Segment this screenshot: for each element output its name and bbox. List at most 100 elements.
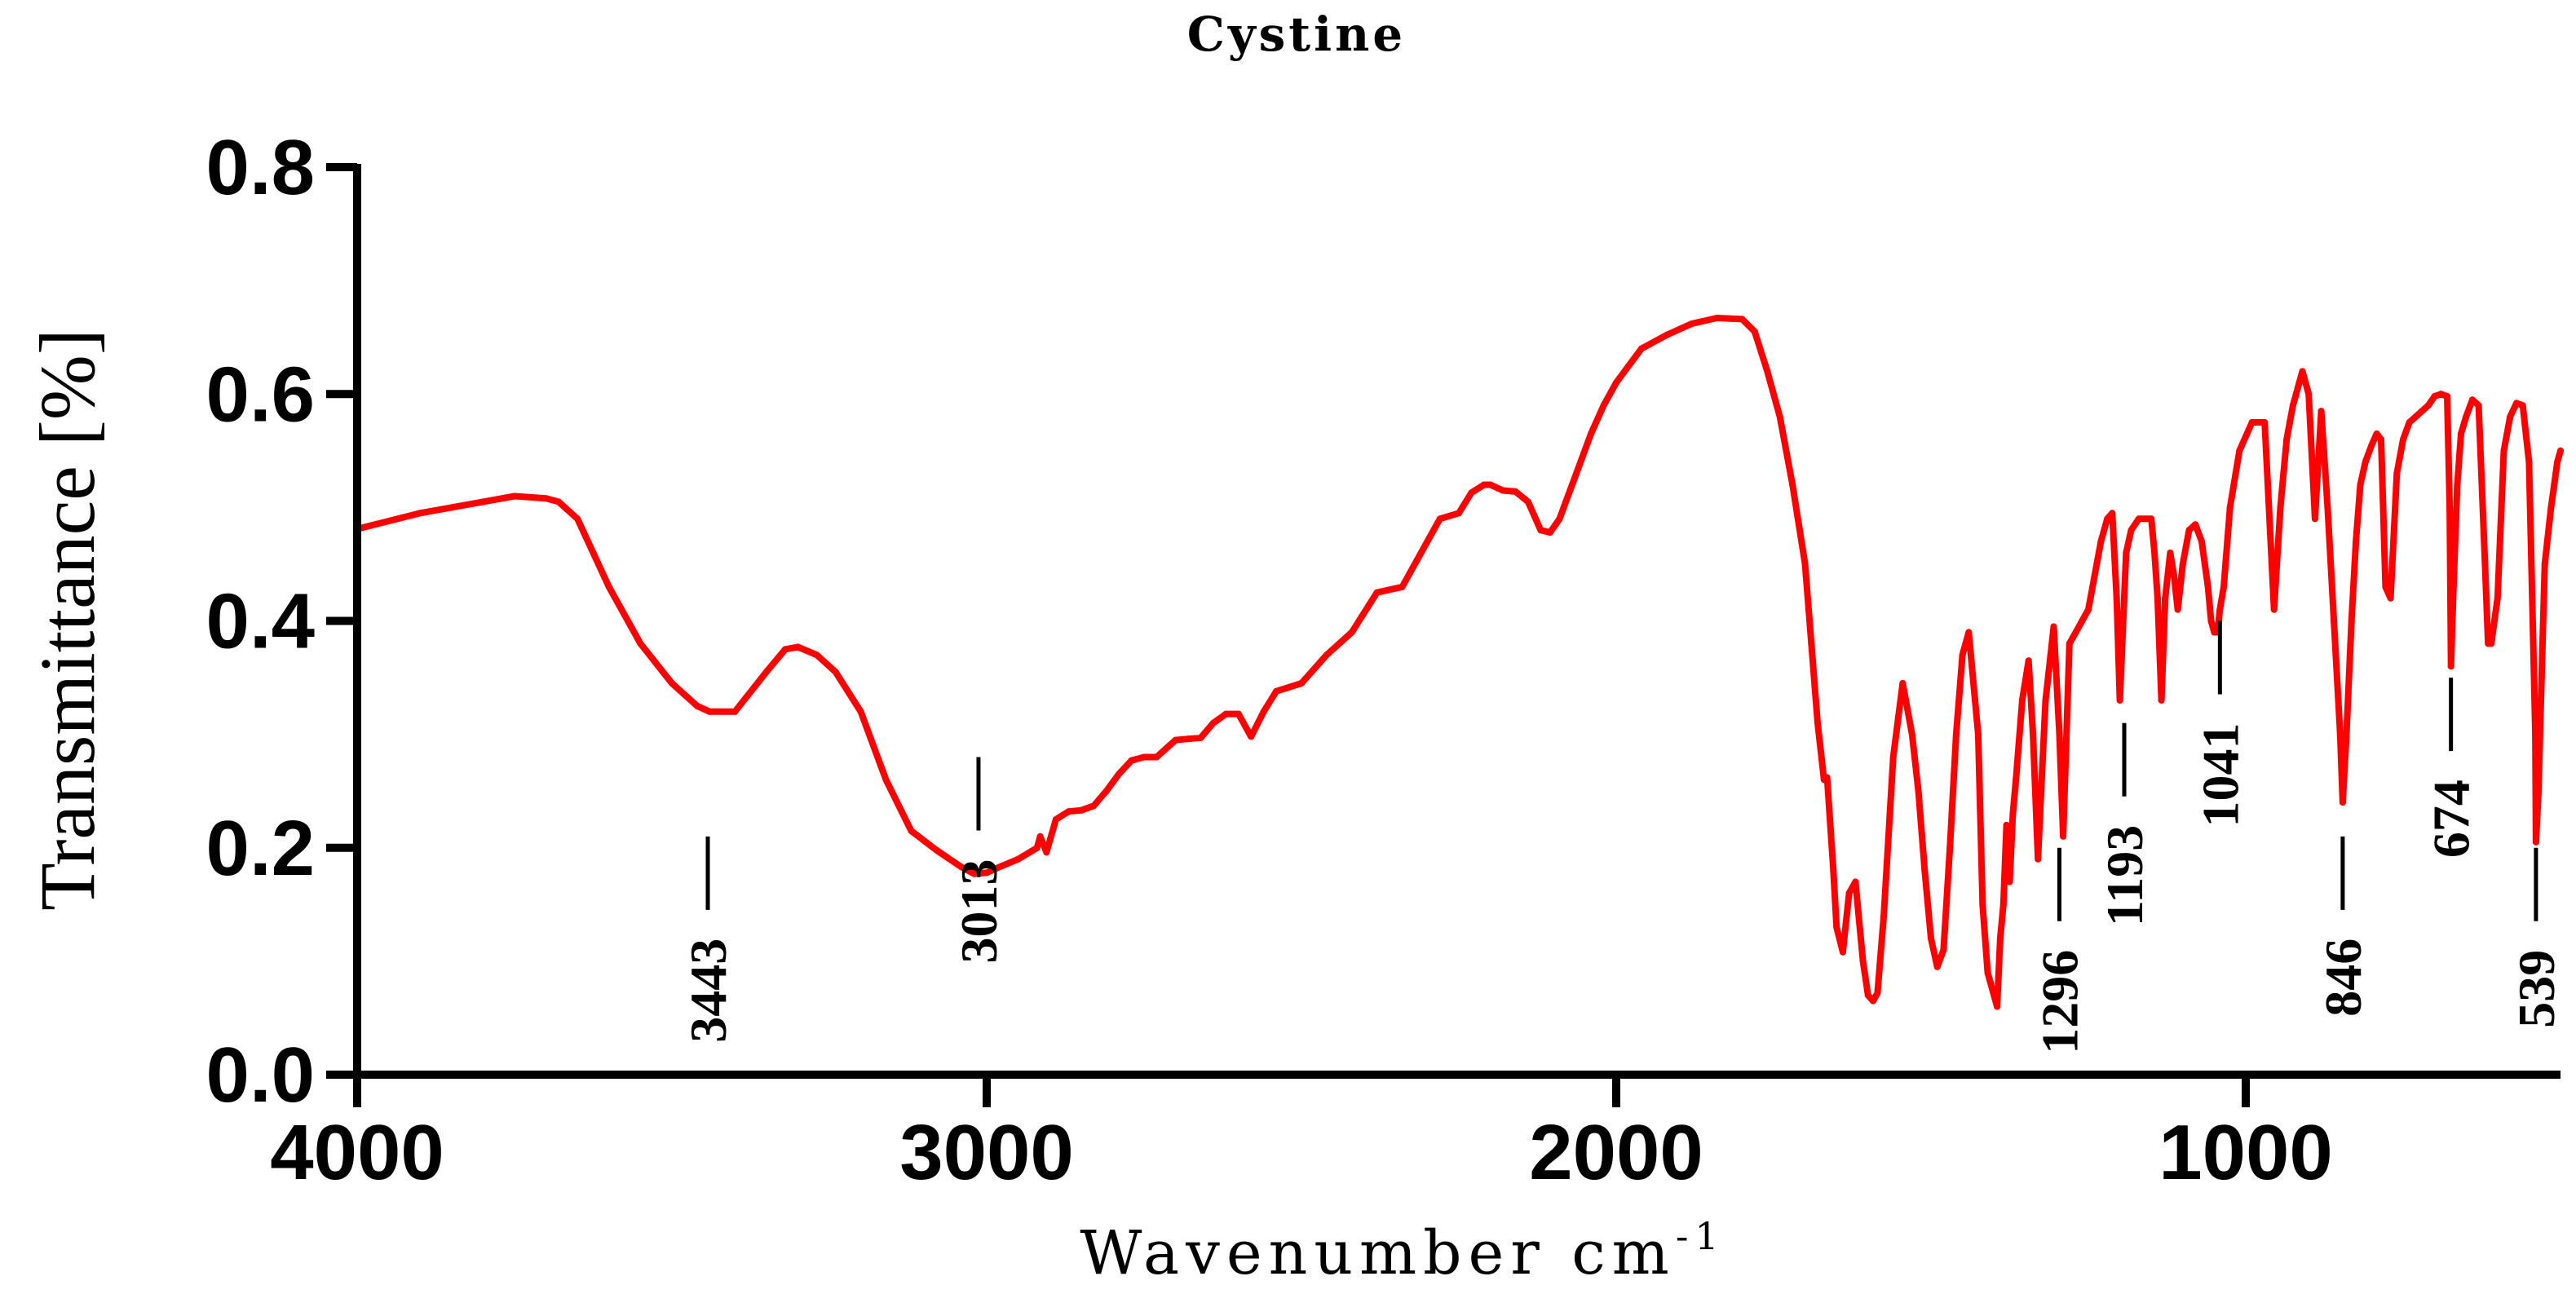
spectrum-point: [2362, 458, 2369, 466]
spectrum-point: [2454, 481, 2461, 488]
spectrum-point: [2299, 368, 2306, 375]
spectrum-point: [2447, 663, 2454, 670]
spectrum-point: [2179, 560, 2186, 568]
peak-label: 1296: [2031, 950, 2089, 1054]
spectrum-point: [2353, 538, 2360, 545]
spectrum-point: [2042, 696, 2049, 704]
spectrum-point: [2207, 617, 2215, 625]
spectrum-point: [2135, 515, 2142, 523]
spectrum-point: [2541, 560, 2548, 568]
spectrum-point: [1996, 935, 2004, 942]
spectrum-point: [2280, 470, 2287, 477]
spectrum-point: [2060, 832, 2067, 840]
spectrum-point: [2494, 594, 2501, 602]
spectrum-point: [2013, 776, 2020, 784]
spectrum-point: [2478, 481, 2485, 488]
spectrum-point: [555, 498, 562, 506]
spectrum-point: [2261, 419, 2269, 426]
spectrum-point: [1260, 708, 1267, 715]
axes: 0.0 0.2 0.4 0.6 0.8 4000 3000 2000 1000: [206, 124, 2561, 1196]
y-tick-label: 0.6: [206, 351, 315, 438]
spectrum-point: [2475, 402, 2482, 409]
spectrum-point: [511, 492, 518, 500]
spectrum-point: [2437, 391, 2445, 398]
x-tick-label: 1000: [2158, 1109, 2333, 1196]
spectrum-point: [2532, 838, 2539, 846]
spectrum-point: [2387, 594, 2394, 602]
spectrum-point: [2277, 504, 2284, 511]
spectrum-point: [2056, 731, 2063, 738]
spectrum-point: [2006, 878, 2013, 885]
spectrum-point: [2373, 430, 2380, 437]
spectrum-point: [1839, 948, 1846, 956]
spectrum-point: [1077, 806, 1085, 814]
spectrum-point: [1739, 316, 1746, 323]
spectrum-point: [417, 510, 424, 517]
spectrum-point: [1776, 413, 1783, 421]
spectrum-point: [2431, 393, 2438, 400]
spectrum-point: [1974, 731, 1982, 738]
spectrum-point: [958, 863, 965, 871]
spectrum-point: [2547, 504, 2555, 511]
spectrum-point: [2192, 521, 2199, 528]
spectrum-point: [1537, 527, 1544, 534]
spectrum-point: [574, 515, 581, 523]
spectrum-point: [996, 863, 1003, 871]
y-tick-label: 0.8: [206, 124, 315, 211]
spectrum-point: [1789, 481, 1796, 488]
spectrum-point: [908, 827, 915, 834]
spectrum-point: [782, 646, 789, 653]
spectrum-point: [1348, 629, 1355, 636]
spectrum-point: [2406, 419, 2413, 426]
spectrum-series: [354, 315, 2564, 1010]
spectrum-point: [2458, 430, 2464, 437]
spectrum-point: [2292, 391, 2300, 398]
x-tick-label: 3000: [899, 1109, 1074, 1196]
spectrum-point: [2167, 550, 2174, 556]
spectrum-point: [1436, 515, 1443, 523]
y-tick-label: 0.2: [206, 805, 315, 892]
spectrum-point: [2171, 572, 2177, 579]
spectrum-point: [1153, 753, 1160, 761]
y-tick-label: 0.0: [206, 1031, 315, 1119]
spectrum-point: [2400, 435, 2406, 443]
spectrum-point: [1298, 680, 1305, 687]
spectrum-point: [2382, 583, 2389, 590]
spectrum-point: [1036, 832, 1044, 840]
spectrum-point: [1801, 560, 1809, 568]
spectrum-point: [1562, 498, 1570, 506]
spectrum-point: [1663, 331, 1670, 338]
spectrum-point: [832, 669, 839, 676]
spectrum-point: [1065, 808, 1072, 815]
spectrum-point: [1500, 487, 1506, 494]
spectrum-point: [2412, 413, 2419, 421]
spectrum-point: [2158, 696, 2165, 704]
spectrum-point: [2198, 538, 2205, 545]
spectrum-point: [2270, 606, 2278, 613]
spectrum-point: [1921, 867, 1929, 874]
spectrum-point: [1323, 651, 1330, 659]
spectrum-point: [2025, 657, 2032, 665]
spectrum-point: [1999, 901, 2007, 908]
spectrum-point: [970, 870, 978, 877]
spectrum-point: [2109, 510, 2116, 517]
spectrum-point: [1688, 320, 1695, 327]
spectrum-point: [1600, 402, 1607, 409]
spectrum-point: [2204, 583, 2211, 590]
spectrum-point: [2066, 640, 2073, 647]
spectrum-point: [1764, 368, 1771, 375]
spectrum-point: [693, 702, 700, 709]
spectrum-point: [2318, 408, 2325, 415]
spectrum-point: [2185, 527, 2193, 534]
spectrum-point: [2018, 696, 2026, 704]
spectrum-point: [1185, 735, 1191, 743]
spectrum-point: [1952, 731, 1960, 738]
spectrum-point: [2507, 413, 2514, 421]
peak-label: 846: [2314, 938, 2372, 1017]
spectrum-point: [1940, 947, 1947, 953]
spectrum-point: [1468, 489, 1475, 497]
spectrum-point: [1965, 629, 1973, 636]
y-axis-label: Transmittance [%]: [24, 329, 111, 911]
spectrum-point: [2030, 731, 2037, 738]
spectrum-point: [1512, 488, 1519, 495]
